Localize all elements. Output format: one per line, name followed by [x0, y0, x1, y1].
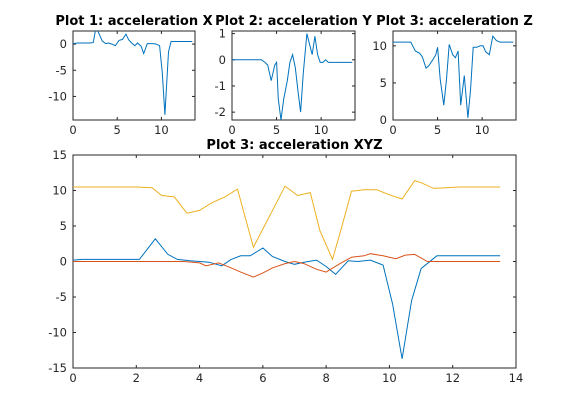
y-tick-label-xyz: -5 — [56, 290, 67, 304]
x-tick-label-xyz: 8 — [322, 371, 329, 385]
x-tick-label-z: 5 — [434, 123, 441, 137]
x-tick-label-xyz: 0 — [69, 371, 76, 385]
subplot-acceleration-xyz: Plot 3: acceleration XYZ 0 2 4 6 8 10 12 14 15 10… — [48, 138, 523, 385]
x-tick-label-x: 0 — [69, 123, 76, 137]
x-tick-label-z: 0 — [389, 123, 396, 137]
x-tick-label-xyz: 12 — [445, 371, 460, 385]
series-line-z-1 — [393, 35, 514, 118]
x-tick-label-xyz: 6 — [259, 371, 266, 385]
x-tick-label-y: 0 — [228, 123, 235, 137]
x-tick-label-xyz: 4 — [196, 371, 203, 385]
subplot-acceleration-x: Plot 1: acceleration X 0 5 10 0 -5 -10 — [48, 14, 212, 137]
subplot-title-x: Plot 1: acceleration X — [55, 14, 212, 29]
x-tick-label-xyz: 10 — [382, 371, 397, 385]
subplot-title-z: Plot 3: acceleration Z — [376, 14, 533, 29]
x-tick-label-x: 5 — [114, 123, 121, 137]
axes-box-z — [392, 30, 517, 121]
series-line-xyz-3 — [73, 180, 501, 261]
y-tick-label-z: 10 — [372, 39, 387, 53]
y-tick-label-xyz: 0 — [60, 255, 67, 269]
y-tick-label-x: -5 — [56, 63, 67, 77]
axes-box-y — [231, 30, 356, 121]
x-tick-label-z: 10 — [475, 123, 490, 137]
y-tick-label-z: 0 — [380, 113, 387, 127]
series-line-xyz-2 — [73, 253, 501, 278]
y-tick-label-xyz: -10 — [48, 326, 67, 340]
x-tick-label-xyz: 2 — [133, 371, 140, 385]
series-line-x-1 — [73, 31, 193, 115]
y-tick-label-x: -10 — [48, 89, 67, 103]
y-tick-label-xyz: 5 — [60, 219, 67, 233]
x-tick-label-y: 10 — [314, 123, 329, 137]
y-tick-label-y: 1 — [219, 27, 226, 41]
y-tick-label-y: 0 — [219, 53, 226, 67]
y-tick-label-xyz: -15 — [48, 361, 67, 375]
y-tick-label-x: 0 — [60, 37, 67, 51]
series-line-y-1 — [232, 33, 353, 120]
axes-box-x — [72, 30, 196, 121]
y-tick-label-y: -2 — [215, 105, 226, 119]
y-tick-label-z: 5 — [380, 76, 387, 90]
subplot-title-xyz: Plot 3: acceleration XYZ — [206, 138, 382, 153]
y-tick-label-xyz: 10 — [52, 184, 67, 198]
y-tick-label-xyz: 15 — [52, 148, 67, 162]
x-tick-label-x: 10 — [154, 123, 169, 137]
series-line-xyz-1 — [73, 237, 501, 359]
y-tick-label-y: -1 — [215, 79, 226, 93]
x-tick-label-y: 5 — [273, 123, 280, 137]
x-tick-label-xyz: 14 — [509, 371, 524, 385]
subplot-acceleration-z: Plot 3: acceleration Z 0 5 10 10 5 0 — [372, 14, 532, 137]
subplot-title-y: Plot 2: acceleration Y — [215, 14, 372, 29]
